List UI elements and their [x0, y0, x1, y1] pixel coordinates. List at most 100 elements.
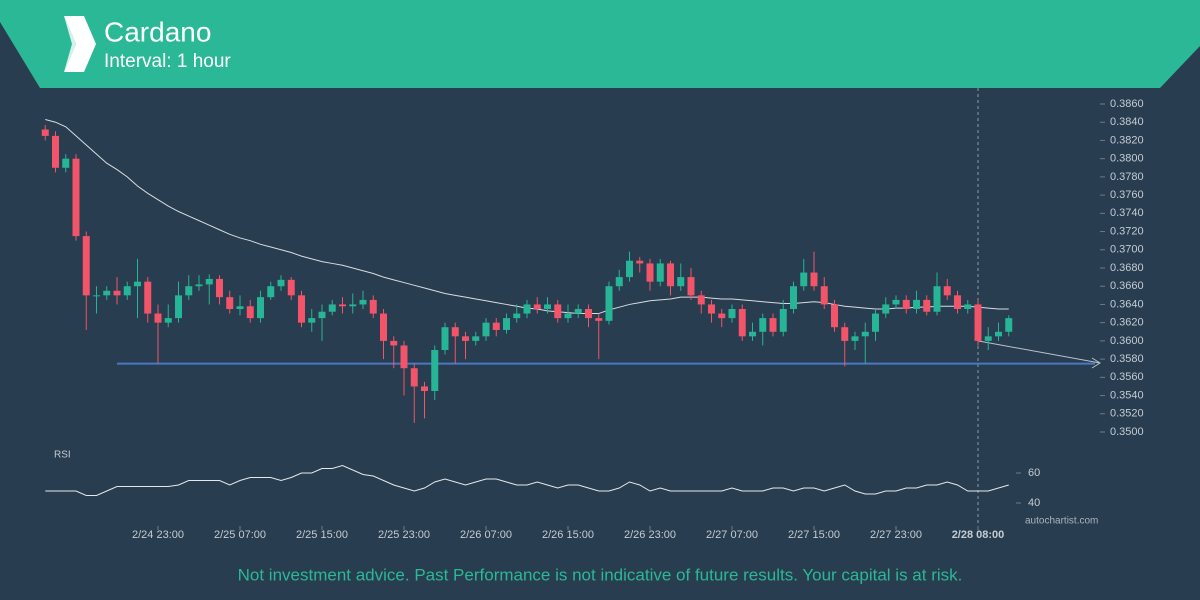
candle-body — [410, 368, 418, 387]
candle-body — [175, 295, 182, 319]
candle-body — [123, 286, 131, 296]
candle-body — [492, 322, 500, 330]
rsi-tick-label: 40 — [1028, 497, 1040, 509]
y-tick-label: 0.3500 — [1110, 426, 1144, 438]
candle-body — [851, 336, 859, 341]
candle-body — [728, 309, 736, 319]
y-tick-label: 0.3680 — [1110, 262, 1144, 274]
candle-body — [677, 277, 685, 287]
candle-body — [882, 304, 890, 314]
x-tick-label: 2/24 23:00 — [132, 529, 184, 541]
candle-body — [41, 129, 49, 136]
candle-body — [943, 286, 951, 296]
candle-body — [257, 297, 264, 319]
y-tick-label: 0.3800 — [1110, 153, 1144, 165]
y-tick-label: 0.3860 — [1110, 98, 1144, 110]
y-tick-label: 0.3660 — [1110, 280, 1144, 292]
candle-body — [267, 286, 275, 298]
candle-body — [708, 304, 715, 314]
candle-body — [205, 278, 213, 285]
candle-body — [431, 350, 439, 391]
candle-body — [923, 299, 931, 312]
candle-body — [328, 304, 336, 312]
candle-body — [861, 331, 869, 337]
candle-body — [482, 322, 490, 337]
candle-body — [72, 158, 80, 237]
candle-body — [82, 236, 90, 296]
logo — [64, 16, 96, 72]
candle-body — [605, 286, 613, 321]
candle-body — [656, 263, 664, 282]
candle-body — [134, 281, 141, 287]
candle-body — [738, 309, 746, 337]
candle-body — [964, 304, 972, 309]
x-tick-label: 2/26 07:00 — [460, 529, 512, 541]
candle-body — [697, 295, 705, 305]
rsi-line — [45, 464, 1009, 496]
candle-body — [954, 295, 961, 309]
candle-body — [749, 331, 756, 337]
candle-body — [872, 313, 879, 332]
y-tick-label: 0.3740 — [1110, 207, 1144, 219]
candle-body — [103, 290, 111, 296]
candle-body — [113, 290, 121, 296]
candle-body — [810, 272, 818, 287]
candle-body — [287, 279, 295, 296]
projection-arrow — [977, 340, 1101, 369]
candle-body — [472, 336, 480, 341]
y-tick-label: 0.3780 — [1110, 171, 1144, 183]
candle-body — [513, 313, 521, 319]
y-tick-label: 0.3600 — [1110, 335, 1144, 347]
y-tick-label: 0.3620 — [1110, 317, 1144, 329]
candle-body — [216, 278, 223, 298]
watermark: autochartist.com — [1025, 516, 1098, 527]
header-band — [0, 0, 1200, 88]
y-tick-label: 0.3700 — [1110, 244, 1144, 256]
y-tick-label: 0.3560 — [1110, 371, 1144, 383]
y-tick-label: 0.3840 — [1110, 116, 1144, 128]
candle-body — [626, 260, 633, 278]
candle-body — [615, 277, 623, 287]
x-tick-label: 2/25 15:00 — [296, 529, 348, 541]
candle-body — [52, 135, 59, 168]
candle-body — [718, 313, 726, 319]
candle-body — [503, 318, 510, 330]
candle-body — [995, 331, 1002, 337]
candle-body — [646, 263, 654, 282]
candle-body — [902, 299, 910, 309]
candle-body — [144, 281, 152, 314]
y-tick-label: 0.3540 — [1110, 389, 1144, 401]
candle-body — [841, 327, 849, 341]
candle-body — [933, 286, 941, 312]
x-tick-label: 2/27 23:00 — [870, 529, 922, 541]
candle-body — [585, 309, 592, 319]
candle-body — [636, 260, 644, 264]
disclaimer: Not investment advice. Past Performance … — [238, 565, 963, 584]
candle-body — [595, 318, 603, 321]
candle-body — [298, 295, 305, 323]
x-tick-label: 2/25 23:00 — [378, 529, 430, 541]
candle-body — [451, 327, 459, 337]
candle-body — [554, 304, 562, 319]
candle-body — [790, 286, 797, 309]
candle-body — [1005, 318, 1013, 332]
candle-body — [154, 313, 162, 323]
candle-body — [759, 318, 767, 332]
candle-body — [533, 304, 541, 309]
candle-body — [246, 306, 254, 319]
x-tick-label: 2/27 15:00 — [788, 529, 840, 541]
candle-body — [277, 279, 285, 287]
candle-body — [892, 299, 900, 305]
x-tick-label: 2/26 23:00 — [624, 529, 676, 541]
title: Cardano — [104, 16, 211, 47]
x-tick-label: 2/28 08:00 — [952, 529, 1005, 541]
candle-body — [185, 286, 193, 296]
candle-body — [564, 313, 572, 319]
candle-body — [236, 306, 244, 309]
candle-body — [974, 304, 982, 341]
y-tick-label: 0.3580 — [1110, 353, 1144, 365]
subtitle: Interval: 1 hour — [104, 51, 231, 72]
candle-body — [369, 299, 377, 314]
candle-body — [349, 304, 357, 307]
